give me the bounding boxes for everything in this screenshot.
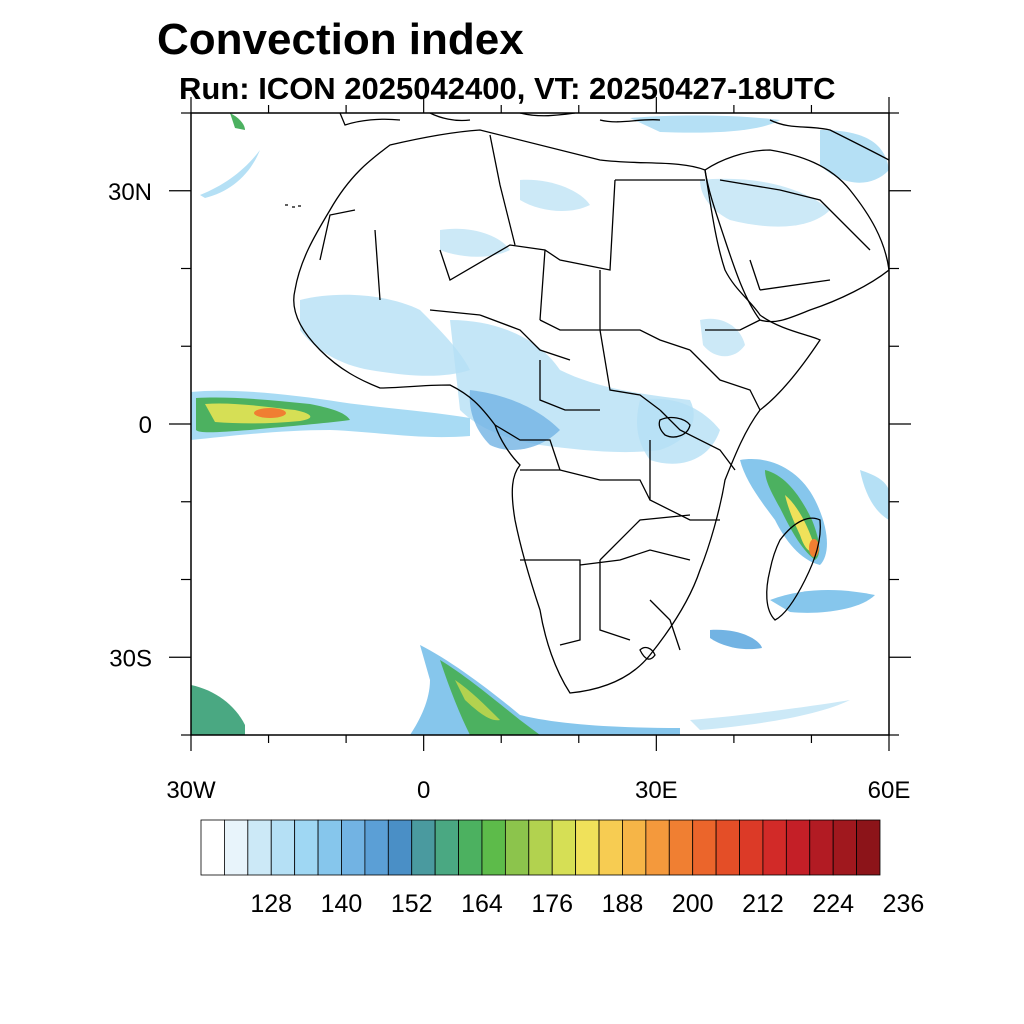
convection-field [191, 113, 889, 735]
convection-congo [469, 390, 560, 450]
lon-tick-label: 30E [635, 777, 678, 804]
colorbar-cell [270, 819, 296, 876]
canary-islands [285, 204, 301, 208]
convection-ethiopia [700, 318, 745, 357]
convection-east-africa [637, 398, 720, 464]
colorbar-cell [411, 819, 436, 876]
colorbar-cell [434, 819, 459, 876]
convection-med [630, 115, 780, 133]
map-title: Convection index [157, 15, 524, 64]
colorbar-label: 128 [250, 890, 292, 918]
colorbar-label: 236 [883, 890, 925, 918]
convection-iran [820, 130, 889, 183]
convection-se-madagascar [770, 590, 875, 613]
colorbar-label: 200 [672, 890, 714, 918]
colorbar-cell [645, 819, 670, 876]
colorbar-cell [856, 819, 881, 876]
convection-peak-itcz [254, 408, 286, 418]
colorbar-cell [715, 819, 740, 876]
colorbar-cell [458, 819, 483, 876]
colorbar-cell [809, 819, 834, 876]
map-subtitle: Run: ICON 2025042400, VT: 20250427-18UTC [179, 71, 836, 106]
borders-south [520, 514, 691, 660]
convection-arabia [700, 178, 830, 227]
arabia-coastline [704, 149, 889, 323]
convection-south-atlantic-hot [455, 680, 500, 721]
map-ticks [169, 97, 911, 751]
colorbar-cell [598, 819, 623, 876]
colorbar [200, 819, 881, 876]
convection-nw-top [230, 113, 245, 130]
madagascar-coastline [766, 517, 821, 621]
lat-tick-label: 30S [109, 645, 152, 672]
colorbar-cell [528, 819, 553, 876]
convection-south-band [690, 700, 850, 730]
lake-victoria [658, 416, 691, 438]
colorbar-cell [785, 819, 811, 876]
colorbar-label: 212 [742, 890, 784, 918]
convection-sahara-1 [440, 228, 510, 257]
colorbar-label: 224 [812, 890, 854, 918]
map-tick-labels: 30W 0 30E 60E 30N 0 30S [108, 179, 910, 804]
borders-east [649, 319, 761, 521]
colorbar-cell [762, 819, 787, 876]
colorbar-cell [294, 819, 319, 876]
convection-south-atlantic-front [410, 645, 680, 735]
lon-tick-label: 30W [166, 777, 216, 804]
colorbar-cell [739, 819, 764, 876]
convection-west-africa [300, 294, 470, 376]
colorbar-cell [692, 819, 717, 876]
colorbar-label: 176 [531, 890, 573, 918]
borders-north [319, 134, 705, 330]
lat-tick-label: 0 [139, 412, 152, 439]
borders-central [479, 314, 691, 501]
colorbar-cell [481, 819, 506, 876]
colorbar-cell [622, 819, 647, 876]
convection-nw-corner [200, 150, 260, 198]
caspian-iran [769, 119, 889, 161]
borders-arabia [719, 179, 871, 291]
colorbar-label: 164 [461, 890, 503, 918]
lat-tick-label: 30N [108, 179, 152, 206]
lon-tick-label: 60E [868, 777, 911, 804]
colorbar-cell [224, 819, 249, 876]
convection-sahara-2 [520, 179, 590, 212]
colorbar-cell [317, 819, 342, 876]
colorbar-cell [247, 819, 272, 876]
africa-coastline [293, 129, 821, 694]
colorbar-label: 140 [321, 890, 363, 918]
colorbar-cell [551, 819, 577, 876]
colorbar-cell [504, 819, 530, 876]
colorbar-cell [668, 819, 694, 876]
convection-madagascar-hot [785, 495, 815, 552]
colorbar-label: 188 [602, 890, 644, 918]
coastlines-and-borders [285, 113, 889, 694]
convection-south-atlantic-core [440, 660, 540, 735]
colorbar-cell [200, 819, 225, 876]
convection-se-edge [860, 470, 889, 520]
convection-sw-corner [191, 685, 245, 735]
lon-tick-label: 0 [417, 777, 430, 804]
colorbar-cell [832, 819, 857, 876]
colorbar-cell [387, 819, 413, 876]
convection-mozambique-channel [710, 629, 762, 650]
colorbar-cell [575, 819, 600, 876]
colorbar-labels: 128 140 152 164 176 188 200 212 224 236 [250, 890, 924, 918]
mediterranean-north [339, 113, 661, 126]
colorbar-cell [364, 819, 389, 876]
colorbar-cell [341, 819, 366, 876]
colorbar-label: 152 [391, 890, 433, 918]
